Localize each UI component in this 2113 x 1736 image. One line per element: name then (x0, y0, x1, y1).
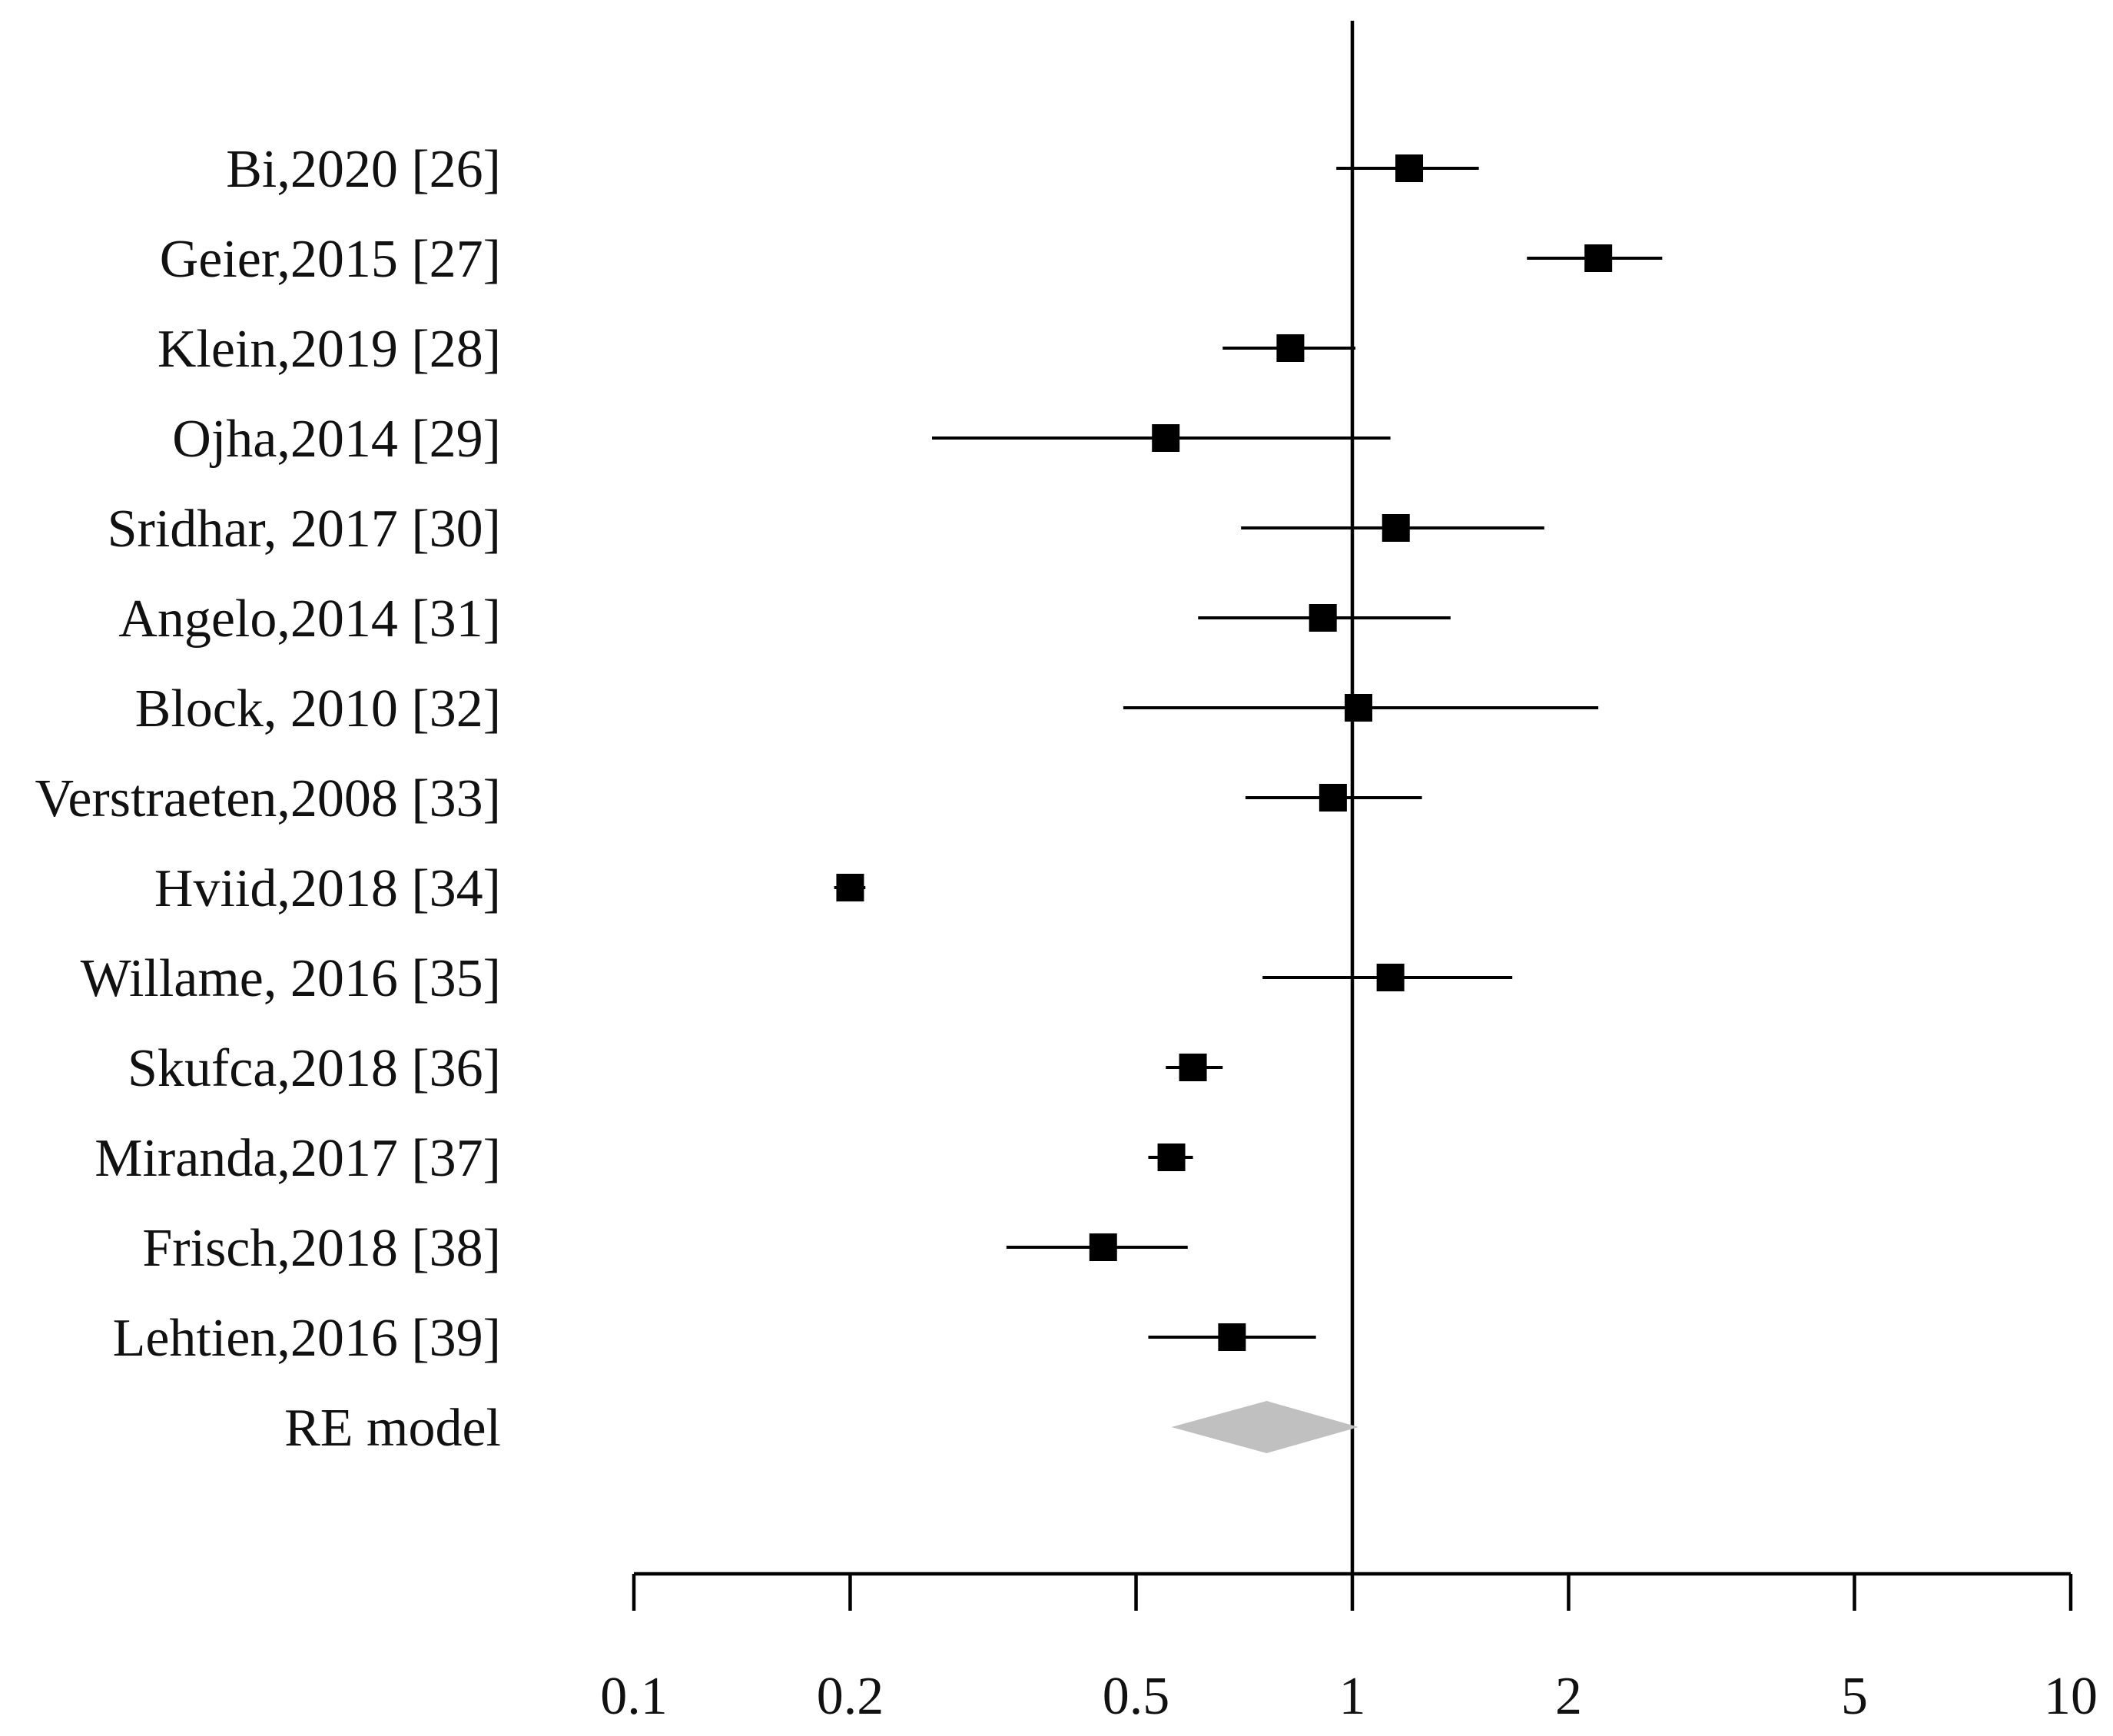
point-estimate-marker (1584, 244, 1613, 272)
point-estimate-marker (1276, 334, 1305, 362)
point-estimate-marker (1376, 964, 1405, 991)
study-label: Ojha,2014 [29] (172, 410, 501, 469)
study-label: Geier,2015 [27] (160, 230, 501, 289)
x-tick-label: 0.1 (600, 1667, 668, 1726)
study-label: Hviid,2018 [34] (154, 859, 501, 918)
point-estimate-marker (1152, 424, 1180, 452)
study-label: Klein,2019 [28] (158, 320, 501, 379)
point-estimate-marker (1345, 694, 1373, 722)
summary-diamond (1171, 1401, 1359, 1453)
study-label: Skufca,2018 [36] (128, 1039, 501, 1098)
x-tick-label: 5 (1841, 1667, 1868, 1726)
study-label: Lehtien,2016 [39] (113, 1309, 501, 1368)
x-tick-label: 0.5 (1103, 1667, 1170, 1726)
study-label: Verstraeten,2008 [33] (35, 769, 501, 828)
confidence-intervals (834, 167, 1663, 1339)
study-label: Frisch,2018 [38] (142, 1219, 501, 1278)
study-label: Willame, 2016 [35] (81, 949, 501, 1008)
summary-label: RE model (284, 1399, 501, 1458)
x-tick-label: 1 (1339, 1667, 1366, 1726)
study-labels: Bi,2020 [26] Geier,2015 [27] Klein,2019 [2… (35, 140, 501, 1458)
study-label: Bi,2020 [26] (226, 140, 501, 199)
point-estimate-marker (1218, 1323, 1246, 1351)
x-tick-label: 0.2 (817, 1667, 884, 1726)
study-label: Angelo,2014 [31] (118, 589, 501, 649)
point-estimate-marker (1089, 1233, 1117, 1261)
point-estimates (836, 154, 1613, 1453)
study-label: Sridhar, 2017 [30] (108, 500, 501, 559)
point-estimate-marker (1179, 1054, 1207, 1081)
point-estimate-marker (1157, 1144, 1186, 1171)
x-axis: 0.1 0.2 0.5 1 2 5 10 (600, 1572, 2098, 1726)
point-estimate-marker (1319, 784, 1347, 812)
study-label: Miranda,2017 [37] (95, 1129, 501, 1188)
point-estimate-marker (1395, 154, 1424, 182)
study-label: Block, 2010 [32] (135, 679, 501, 739)
x-tick-label: 10 (2044, 1667, 2098, 1726)
point-estimate-marker (836, 874, 864, 901)
point-estimate-marker (1309, 604, 1337, 632)
x-tick-label: 2 (1555, 1667, 1582, 1726)
point-estimate-marker (1382, 514, 1410, 542)
